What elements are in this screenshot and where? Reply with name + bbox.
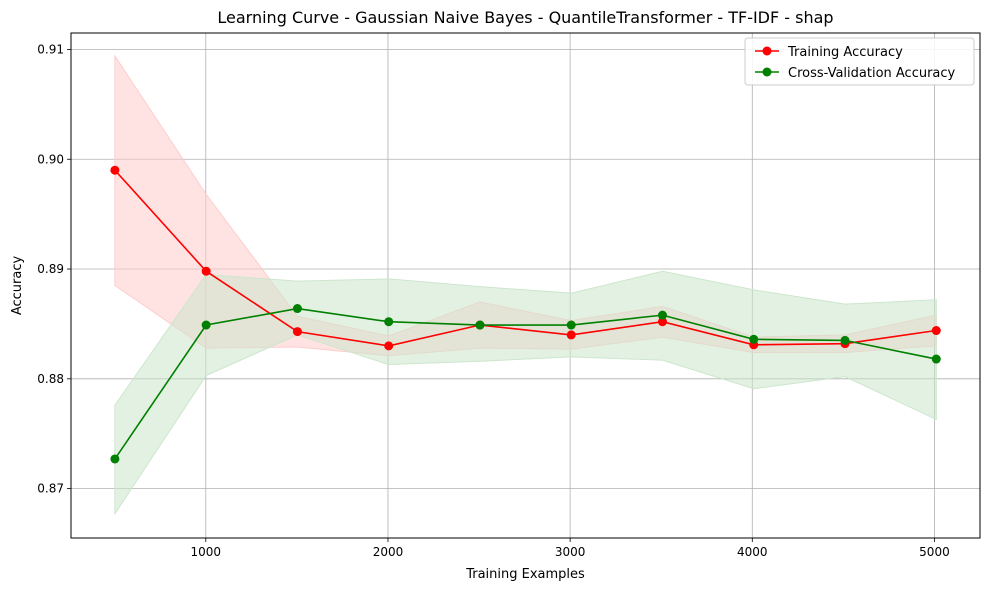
data-point-cv [566,320,576,330]
data-point-cv [201,320,211,330]
y-axis-label: Accuracy [10,256,25,316]
legend-marker-training [762,46,772,56]
confidence-band-cv [114,270,937,516]
x-axis-ticks: 1000 2000 3000 4000 5000 [191,538,950,559]
legend-label-training: Training Accuracy [787,45,903,60]
data-point-training [566,330,576,340]
plot-frame [70,32,981,539]
y-axis-ticks: 0.87 0.88 0.89 0.90 0.91 [37,42,71,496]
data-point-training [931,326,941,336]
series-points [110,165,941,464]
data-point-cv [110,454,120,464]
x-tick-label: 2000 [373,545,404,559]
data-point-cv [931,354,941,364]
data-point-training [384,341,394,351]
x-axis-label: Training Examples [465,567,585,582]
data-point-training [292,327,302,337]
data-point-training [201,266,211,276]
legend-marker-cv [762,67,772,77]
series-lines [114,169,937,460]
data-point-cv [384,317,394,327]
y-tick-label: 0.89 [37,262,64,276]
chart-title: Learning Curve - Gaussian Naive Bayes - … [217,8,833,27]
legend-box [744,37,975,86]
y-tick-label: 0.88 [37,372,64,386]
data-point-cv [749,334,759,344]
series-line-training [114,169,937,347]
data-point-cv [292,304,302,314]
data-point-cv [475,320,485,330]
data-point-cv [657,310,667,320]
y-tick-label: 0.87 [37,482,64,496]
series-line-cv [114,307,937,460]
data-point-training [110,165,120,175]
legend-label-cv: Cross-Validation Accuracy [788,66,956,81]
y-tick-label: 0.90 [37,152,64,166]
legend: Training Accuracy Cross-Validation Accura… [744,37,975,86]
x-tick-label: 3000 [555,545,586,559]
y-tick-label: 0.91 [37,42,64,56]
confidence-bands [114,54,937,516]
x-tick-label: 1000 [191,545,222,559]
x-tick-label: 5000 [919,545,950,559]
data-point-training [657,317,667,327]
x-tick-label: 4000 [737,545,768,559]
data-point-cv [840,335,850,345]
